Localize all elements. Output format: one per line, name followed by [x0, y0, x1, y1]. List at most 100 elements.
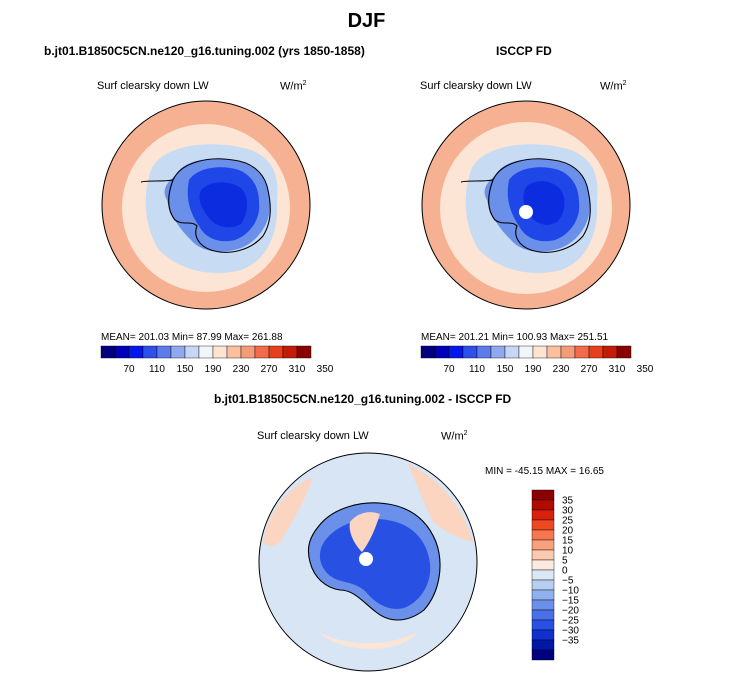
- colorbar-tick-label: 35: [562, 496, 574, 507]
- colorbar-swatch: [476, 345, 492, 359]
- colorbar-swatch: [226, 345, 242, 359]
- map-coastline: [140, 158, 271, 253]
- diff-pole-hole: [359, 552, 373, 566]
- colorbar-swatch: [531, 559, 555, 571]
- colorbar-tick-label: 270: [261, 364, 278, 375]
- map-coastline: [460, 158, 591, 253]
- colorbar-swatch: [616, 345, 632, 359]
- colorbar-tick-label: −15: [562, 596, 579, 607]
- panel-3-map: [258, 452, 478, 672]
- panel-3-title: b.jt01.B1850C5CN.ne120_g16.tuning.002 - …: [214, 392, 512, 406]
- colorbar-tick-label: 350: [317, 364, 334, 375]
- colorbar-swatch: [268, 345, 284, 359]
- map-land-deep: [523, 181, 565, 225]
- colorbar-swatch: [531, 549, 555, 561]
- colorbar-swatch: [531, 509, 555, 521]
- colorbar-tick-label: 270: [581, 364, 598, 375]
- colorbar-tick-label: 15: [562, 536, 574, 547]
- colorbar-swatch: [420, 345, 436, 359]
- map-pole-hole: [519, 205, 533, 219]
- diff-positive-region: [408, 464, 473, 542]
- panel-3-field-label: Surf clearsky down LW: [257, 430, 369, 442]
- colorbar-tick-label: −5: [562, 576, 574, 587]
- colorbar-swatch: [531, 589, 555, 601]
- colorbar-swatch: [114, 345, 130, 359]
- panel-1-units: W/m2: [280, 80, 307, 93]
- colorbar-swatch: [282, 345, 298, 359]
- panel-3-units: W/m2: [441, 430, 468, 443]
- colorbar-swatch: [184, 345, 200, 359]
- colorbar-swatch: [560, 345, 576, 359]
- colorbar-tick-label: 150: [497, 364, 514, 375]
- colorbar-tick-label: 30: [562, 506, 574, 517]
- colorbar-tick-label: 230: [233, 364, 250, 375]
- panel-2-stats: MEAN= 201.21 Min= 100.93 Max= 251.51: [421, 332, 609, 343]
- panel-1-field-label: Surf clearsky down LW: [97, 80, 209, 92]
- colorbar-swatch: [198, 345, 214, 359]
- colorbar-swatch: [531, 499, 555, 511]
- diff-positive-patch: [349, 512, 380, 552]
- colorbar-swatch: [296, 345, 312, 359]
- colorbar-tick-label: −35: [562, 636, 579, 647]
- colorbar-swatch: [531, 649, 555, 661]
- colorbar-swatch: [602, 345, 618, 359]
- panel-3-stats: MIN = -45.15 MAX = 16.65: [485, 466, 604, 477]
- colorbar-swatch: [531, 529, 555, 541]
- panel-1-map: [101, 100, 311, 310]
- panel-1-colorbar: 70 110 150 190 230 270 310 350: [100, 345, 334, 375]
- colorbar-swatch: [434, 345, 450, 359]
- panel-2-units: W/m2: [600, 80, 627, 93]
- main-title: DJF: [347, 10, 386, 32]
- colorbar-swatch: [531, 569, 555, 581]
- panel-2-map: [421, 100, 631, 310]
- colorbar-tick-label: −10: [562, 586, 579, 597]
- colorbar-tick-label: 110: [149, 364, 165, 375]
- colorbar-tick-label: 230: [553, 364, 570, 375]
- colorbar-tick-label: 150: [177, 364, 194, 375]
- map-border: [421, 100, 631, 310]
- colorbar-tick-label: 190: [525, 364, 542, 375]
- diff-land-core: [319, 518, 431, 609]
- colorbar-swatch: [531, 539, 555, 551]
- colorbar-tick-label: −30: [562, 626, 579, 637]
- colorbar-tick-label: 70: [123, 364, 135, 375]
- colorbar-tick-label: −20: [562, 606, 579, 617]
- colorbar-swatch: [240, 345, 256, 359]
- colorbar-swatch: [531, 599, 555, 611]
- colorbar-swatch: [531, 609, 555, 621]
- colorbar-swatch: [532, 345, 548, 359]
- map-land-deep: [199, 182, 247, 228]
- colorbar-tick-label: 20: [562, 526, 574, 537]
- colorbar-tick-label: 310: [289, 364, 306, 375]
- colorbar-swatch: [100, 345, 116, 359]
- colorbar-swatch: [156, 345, 172, 359]
- colorbar-tick-label: 110: [469, 364, 485, 375]
- colorbar-swatch: [531, 579, 555, 591]
- colorbar-swatch: [448, 345, 464, 359]
- colorbar-swatch: [142, 345, 158, 359]
- colorbar-tick-label: 25: [562, 516, 574, 527]
- colorbar-swatch: [170, 345, 186, 359]
- colorbar-tick-label: 0: [562, 566, 568, 577]
- colorbar-swatch: [490, 345, 506, 359]
- colorbar-swatch: [531, 619, 555, 631]
- colorbar-tick-label: 350: [637, 364, 654, 375]
- colorbar-swatch: [574, 345, 590, 359]
- colorbar-swatch: [588, 345, 604, 359]
- colorbar-swatch: [212, 345, 228, 359]
- panel-2-title: ISCCP FD: [496, 44, 552, 58]
- panel-2-colorbar: 70 110 150 190 230 270 310 350: [420, 345, 654, 375]
- map-border: [101, 100, 311, 310]
- colorbar-swatch: [531, 489, 555, 501]
- colorbar-swatch: [531, 629, 555, 641]
- colorbar-tick-label: 70: [443, 364, 455, 375]
- colorbar-tick-label: 5: [562, 556, 568, 567]
- colorbar-swatch: [531, 519, 555, 531]
- colorbar-swatch: [531, 639, 555, 651]
- diff-positive-region-south: [318, 632, 418, 649]
- colorbar-tick-label: −25: [562, 616, 579, 627]
- colorbar-swatch: [462, 345, 478, 359]
- colorbar-swatch: [254, 345, 270, 359]
- diff-coastline: [307, 502, 441, 621]
